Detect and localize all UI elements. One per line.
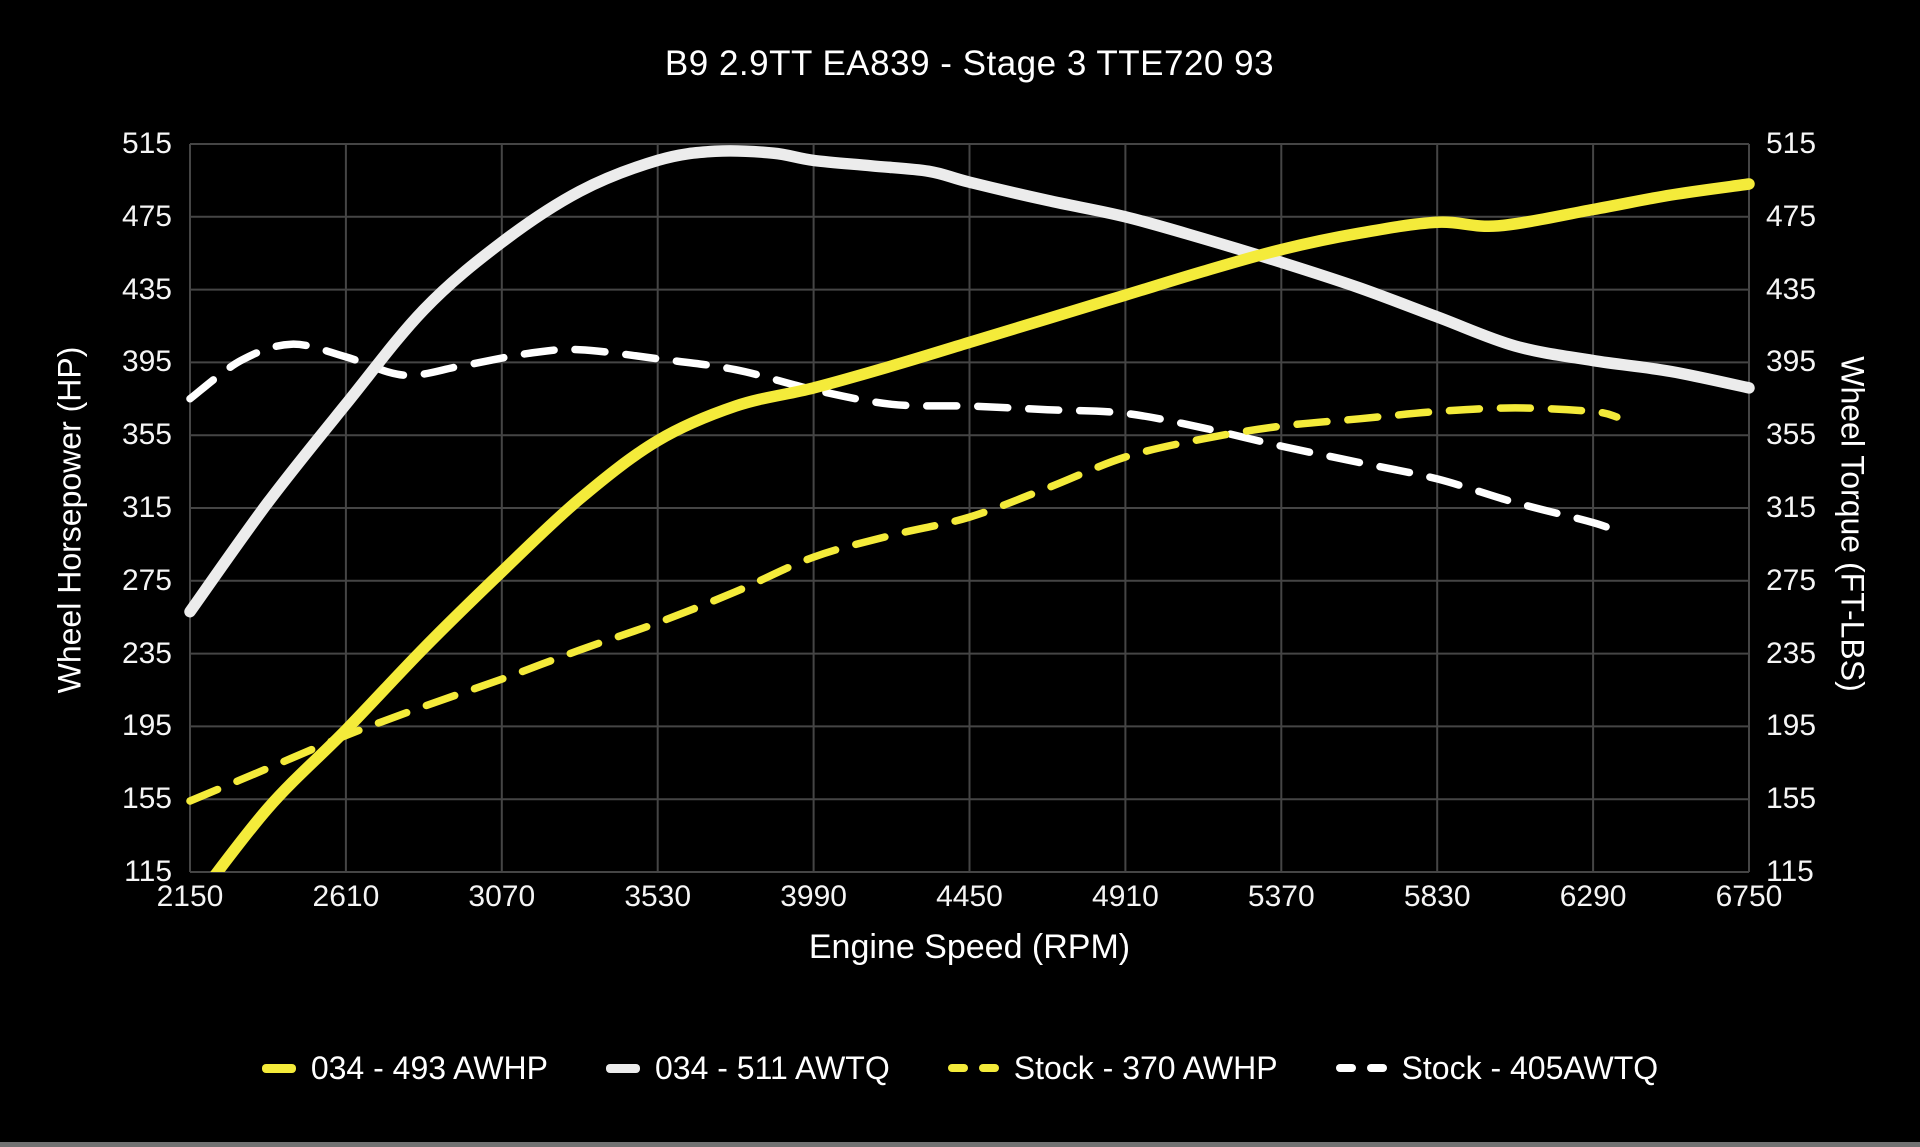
series-line-034-511-awtq <box>184 145 1755 618</box>
y-tick-left-155: 155 <box>121 782 172 816</box>
x-tick-4910: 4910 <box>1092 880 1159 913</box>
series-group <box>184 145 1755 872</box>
y-tick-left-395: 395 <box>121 345 172 379</box>
legend-marker-segment <box>1335 1064 1356 1072</box>
y-tick-right-235: 235 <box>1766 636 1817 670</box>
x-axis-label: Engine Speed (RPM) <box>808 928 1131 966</box>
y-tick-left-235: 235 <box>121 636 172 670</box>
y-tick-left-355: 355 <box>121 418 172 452</box>
y-tick-right-435: 435 <box>1766 272 1817 306</box>
series-line-stock-405awtq <box>186 340 1621 536</box>
y-tick-right-155: 155 <box>1766 782 1817 816</box>
y-tick-left-515: 515 <box>121 127 172 160</box>
y-tick-left-475: 475 <box>121 199 172 233</box>
x-tick-5830: 5830 <box>1403 880 1471 913</box>
legend-dashed-line-icon <box>1335 1064 1387 1072</box>
legend-solid-line-icon <box>605 1063 640 1073</box>
series-line-stock-370-awhp <box>186 404 1621 805</box>
legend-item-034-511-awtq: 034 - 511 AWTQ <box>605 1049 890 1087</box>
gridlines <box>189 143 1750 873</box>
x-tick-3070: 3070 <box>468 880 536 913</box>
legend-item-034-493-awhp: 034 - 493 AWHP <box>261 1049 548 1087</box>
y-tick-left-435: 435 <box>121 272 172 306</box>
bottom-strip <box>0 1142 1920 1147</box>
x-tick-3530: 3530 <box>624 880 692 913</box>
y-tick-left-275: 275 <box>121 563 172 597</box>
y-tick-right-395: 395 <box>1766 345 1817 379</box>
legend-label: Stock - 370 AWHP <box>1013 1049 1278 1086</box>
x-tick-5370: 5370 <box>1247 880 1315 913</box>
y-tick-left-115: 115 <box>124 855 172 888</box>
x-tick-4450: 4450 <box>936 880 1003 913</box>
legend-marker-segment <box>261 1063 296 1073</box>
legend-label: 034 - 493 AWHP <box>310 1049 548 1086</box>
y-tick-right-475: 475 <box>1766 199 1817 233</box>
x-tick-6750: 6750 <box>1715 880 1783 913</box>
x-tick-6290: 6290 <box>1559 880 1627 913</box>
y-tick-right-315: 315 <box>1766 491 1817 524</box>
x-tick-3990: 3990 <box>780 880 847 913</box>
legend-marker-segment <box>978 1064 999 1072</box>
legend-dashed-line-icon <box>947 1064 999 1072</box>
legend-item-stock-405awtq: Stock - 405AWTQ <box>1335 1049 1659 1087</box>
legend-label: Stock - 405AWTQ <box>1401 1049 1659 1086</box>
chart-title: B9 2.9TT EA839 - Stage 3 TTE720 93 <box>664 44 1275 83</box>
x-tick-2610: 2610 <box>312 880 380 913</box>
legend-marker-segment <box>947 1064 968 1072</box>
legend: 034 - 493 AWHP 034 - 511 AWTQ Stock - 370 … <box>0 1042 1920 1094</box>
y-tick-left-195: 195 <box>121 709 172 743</box>
legend-solid-line-icon <box>261 1063 296 1073</box>
y-tick-right-115: 115 <box>1766 855 1814 888</box>
series-line-034-493-awhp <box>210 178 1755 872</box>
x-tick-2150: 2150 <box>156 880 224 913</box>
y-tick-right-195: 195 <box>1766 709 1817 743</box>
legend-label: 034 - 511 AWTQ <box>654 1049 890 1086</box>
legend-item-stock-370-awhp: Stock - 370 AWHP <box>947 1049 1278 1087</box>
legend-marker-segment <box>605 1063 640 1073</box>
y-tick-right-355: 355 <box>1766 418 1817 452</box>
y-tick-right-515: 515 <box>1766 127 1817 160</box>
legend-marker-segment <box>1366 1064 1387 1072</box>
y-tick-left-315: 315 <box>121 491 172 524</box>
y-tick-right-275: 275 <box>1766 563 1817 597</box>
